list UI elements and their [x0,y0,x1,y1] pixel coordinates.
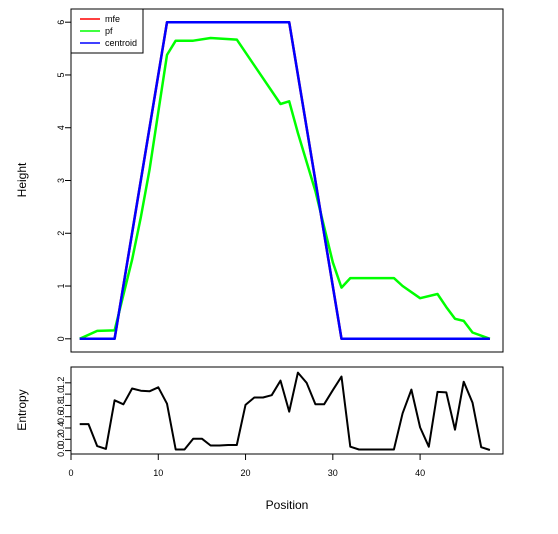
entropy-y-axis-label: Entropy [15,389,29,430]
entropy-y-tick-label: 1.2 [56,377,66,390]
legend: mfe pf centroid [70,8,144,54]
position-x-axis-label: Position [266,498,309,512]
position-x-tick-label: 20 [241,468,251,478]
series-line-pf [79,36,491,340]
position-x-tick-label: 10 [153,468,163,478]
series-line-entropy [79,371,491,451]
entropy-plot-frame [70,366,504,455]
position-x-tick-label: 40 [415,468,425,478]
entropy-y-tick-label: 0.0 [56,444,66,457]
entropy-y-axis: 0.00.20.40.60.81.01.2 [56,377,71,457]
entropy-y-tick-label: 0.2 [56,433,66,446]
height-y-tick-label: 6 [56,20,66,25]
position-x-tick-label: 30 [328,468,338,478]
height-y-tick-label: 1 [56,284,66,289]
entropy-series-group [79,371,491,451]
legend-label-pf: pf [105,26,113,36]
height-y-tick-label: 4 [56,125,66,130]
height-y-tick-label: 0 [56,336,66,341]
legend-label-mfe: mfe [105,14,120,24]
entropy-y-tick-label: 0.8 [56,399,66,412]
position-x-axis: 0 10 20 30 40 [68,454,425,478]
height-y-axis-label: Height [15,162,29,197]
height-y-axis: 0 1 2 3 4 5 6 [56,20,71,341]
height-plot-frame [70,8,504,353]
legend-label-centroid: centroid [105,38,137,48]
series-line-centroid [79,20,490,341]
position-x-tick-label: 0 [68,468,73,478]
height-y-tick-label: 3 [56,178,66,183]
entropy-y-tick-label: 0.4 [56,422,66,435]
height-y-tick-label: 2 [56,231,66,236]
entropy-y-tick-label: 1.0 [56,388,66,401]
height-y-tick-label: 5 [56,72,66,77]
height-series-group [79,20,491,341]
entropy-y-tick-label: 0.6 [56,410,66,423]
